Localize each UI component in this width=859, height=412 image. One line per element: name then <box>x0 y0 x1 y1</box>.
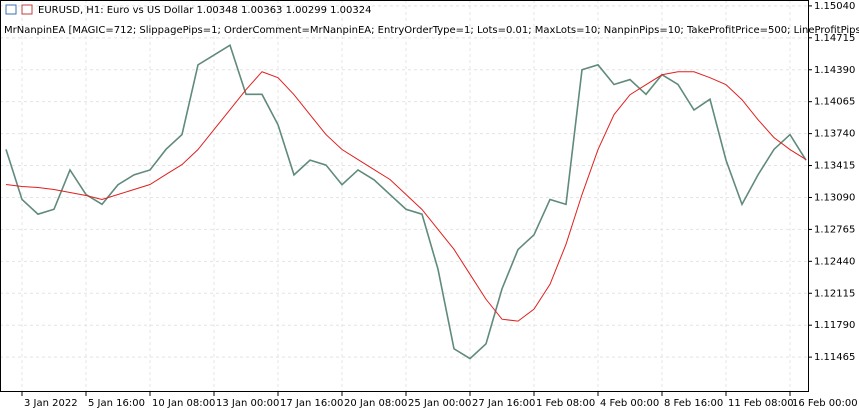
y-tick-label: 1.12765 <box>814 224 855 235</box>
y-tick-label: 1.11465 <box>814 352 855 363</box>
y-tick-label: 1.15040 <box>814 1 855 12</box>
y-tick-label: 1.14390 <box>814 65 855 76</box>
window-icon[interactable] <box>21 4 33 15</box>
y-tick-label: 1.11790 <box>814 320 855 331</box>
x-tick-label: 10 Jan 08:00 <box>152 398 215 409</box>
y-tick-label: 1.13415 <box>814 161 855 172</box>
chart-title: EURUSD, H1: Euro vs US Dollar 1.00348 1.… <box>38 5 371 16</box>
y-tick-label: 1.12440 <box>814 256 855 267</box>
x-tick-label: 8 Feb 16:00 <box>664 398 723 409</box>
x-tick-label: 4 Feb 00:00 <box>600 398 659 409</box>
x-tick-label: 17 Jan 16:00 <box>280 398 343 409</box>
x-tick-label: 5 Jan 16:00 <box>88 398 145 409</box>
x-tick-label: 27 Jan 16:00 <box>472 398 535 409</box>
y-tick-label: 1.14715 <box>814 33 855 44</box>
x-tick-label: 20 Jan 08:00 <box>344 398 407 409</box>
plot-border <box>0 0 809 392</box>
menu-icon[interactable] <box>5 4 17 15</box>
x-tick-label: 25 Jan 00:00 <box>408 398 471 409</box>
x-tick-label: 13 Jan 00:00 <box>216 398 279 409</box>
grid <box>0 0 808 392</box>
ea-info: MrNanpinEA [MAGIC=712; SlippagePips=1; O… <box>4 25 859 36</box>
y-tick-label: 1.13740 <box>814 129 855 140</box>
y-tick-label: 1.12115 <box>814 288 855 299</box>
series-line <box>5 43 807 360</box>
x-tick-label: 3 Jan 2022 <box>24 398 78 409</box>
y-tick-label: 1.14065 <box>814 97 855 108</box>
x-tick-label: 11 Feb 08:00 <box>728 398 794 409</box>
y-tick-label: 1.13090 <box>814 192 855 203</box>
x-tick-label: 1 Feb 08:00 <box>536 398 595 409</box>
x-tick-label: 16 Feb 00:00 <box>792 398 858 409</box>
series-line <box>5 71 807 322</box>
plot <box>5 43 807 360</box>
